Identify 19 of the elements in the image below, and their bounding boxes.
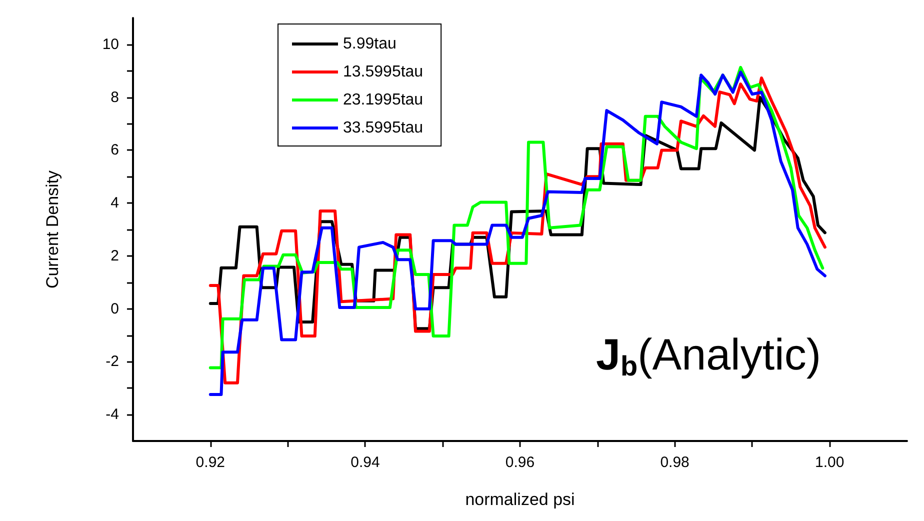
x-tick-label: 0.98 — [660, 454, 690, 471]
x-tick-label: 0.92 — [196, 454, 225, 471]
y-tick-label: 8 — [110, 88, 119, 106]
y-axis-title: Current Density — [43, 170, 62, 289]
y-tick-label: 4 — [110, 194, 119, 212]
legend-label: 5.99tau — [343, 36, 396, 52]
y-tick-label: 10 — [102, 36, 119, 53]
y-tick-label: -4 — [106, 406, 119, 424]
legend-label: 33.5995tau — [343, 120, 424, 136]
legend-label: 23.1995tau — [343, 92, 424, 108]
x-tick-label: 0.96 — [505, 454, 535, 471]
x-tick-label: 0.94 — [350, 454, 380, 471]
y-tick-label: -2 — [106, 353, 119, 370]
y-tick-label: 0 — [110, 300, 119, 318]
y-tick-label: 2 — [110, 247, 119, 264]
y-tick-label: 6 — [110, 142, 119, 159]
legend-label: 13.5995tau — [343, 64, 424, 80]
x-axis-title: normalized psi — [465, 490, 575, 509]
x-tick-label: 1.00 — [815, 454, 844, 471]
